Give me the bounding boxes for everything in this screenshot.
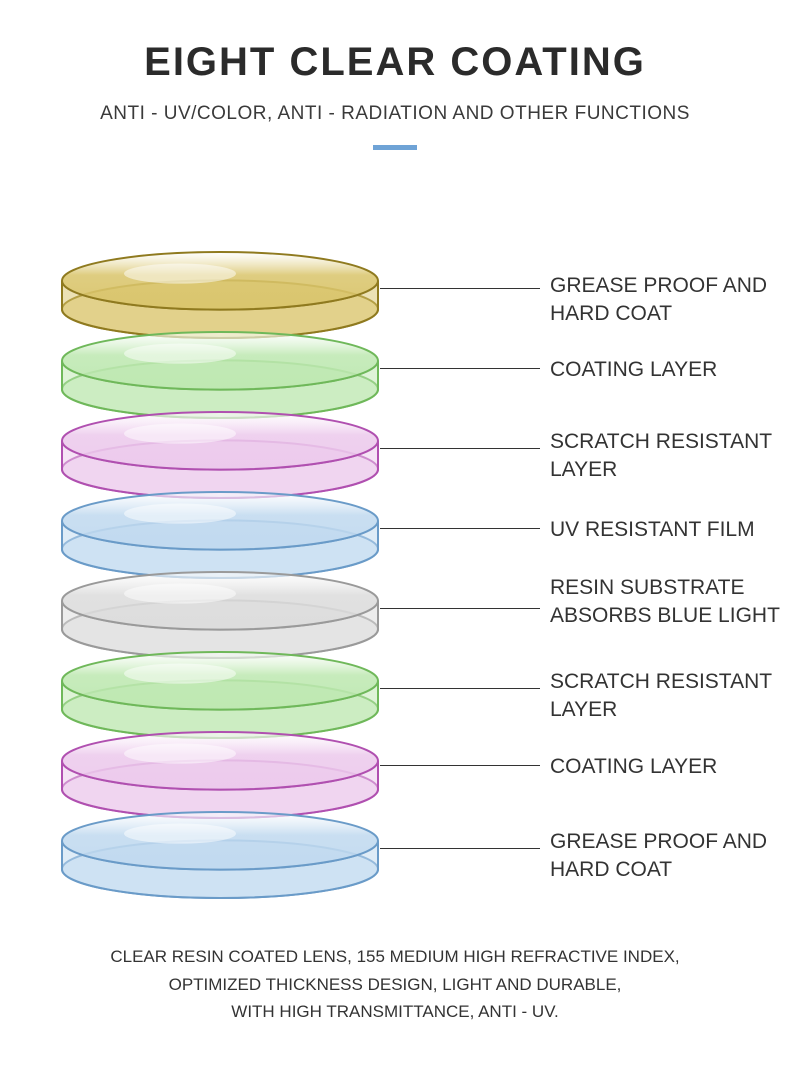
layer-label-6: COATING LAYER: [550, 753, 780, 781]
lens-layer-7: [60, 810, 380, 900]
footer-text: CLEAR RESIN COATED LENS, 155 MEDIUM HIGH…: [0, 943, 790, 1025]
leader-line-3: [380, 528, 540, 529]
footer-line-2: OPTIMIZED THICKNESS DESIGN, LIGHT AND DU…: [60, 971, 730, 998]
leader-line-0: [380, 288, 540, 289]
lens-layer-4: [60, 570, 380, 660]
lens-layer-2: [60, 410, 380, 500]
leader-line-4: [380, 608, 540, 609]
leader-line-1: [380, 368, 540, 369]
title-divider: [373, 145, 417, 150]
lens-layer-3: [60, 490, 380, 580]
footer-line-1: CLEAR RESIN COATED LENS, 155 MEDIUM HIGH…: [60, 943, 730, 970]
footer-line-3: WITH HIGH TRANSMITTANCE, ANTI - UV.: [60, 998, 730, 1025]
layer-label-5: SCRATCH RESISTANT LAYER: [550, 668, 780, 725]
leader-line-7: [380, 848, 540, 849]
lens-stack-diagram: GREASE PROOF AND HARD COAT COATING LAYER…: [0, 230, 790, 910]
leader-line-5: [380, 688, 540, 689]
layer-label-0: GREASE PROOF AND HARD COAT: [550, 272, 780, 329]
layer-label-2: SCRATCH RESISTANT LAYER: [550, 428, 780, 485]
lens-layer-0: [60, 250, 380, 340]
layer-label-1: COATING LAYER: [550, 356, 780, 384]
leader-line-2: [380, 448, 540, 449]
lens-layer-5: [60, 650, 380, 740]
lens-layer-6: [60, 730, 380, 820]
layer-label-3: UV RESISTANT FILM: [550, 516, 780, 544]
layer-label-4: RESIN SUBSTRATE ABSORBS BLUE LIGHT: [550, 574, 780, 631]
leader-line-6: [380, 765, 540, 766]
lens-layer-1: [60, 330, 380, 420]
page-title: EIGHT CLEAR COATING: [0, 0, 790, 85]
layer-label-7: GREASE PROOF AND HARD COAT: [550, 828, 780, 885]
page-subtitle: ANTI - UV/COLOR, ANTI - RADIATION AND OT…: [0, 103, 790, 125]
